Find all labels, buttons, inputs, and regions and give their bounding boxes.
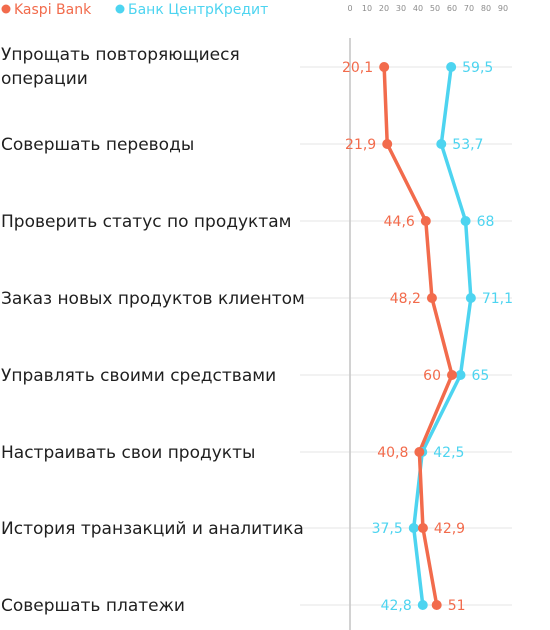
tick-label: 40 xyxy=(413,4,423,13)
tick-label: 50 xyxy=(430,4,440,13)
tick-label: 0 xyxy=(347,4,352,13)
legend-label: Банк ЦентрКредит xyxy=(128,2,268,18)
data-label: 40,8 xyxy=(377,445,408,461)
data-point xyxy=(431,600,442,610)
category-label: История транзакций и аналитика xyxy=(1,519,304,539)
data-label: 48,2 xyxy=(390,291,421,307)
data-label: 53,7 xyxy=(452,137,483,153)
data-point xyxy=(382,139,393,149)
tick-label: 30 xyxy=(396,4,406,13)
data-point xyxy=(460,216,471,226)
data-point xyxy=(408,523,419,533)
data-point xyxy=(436,139,447,149)
data-point xyxy=(447,370,457,380)
data-point xyxy=(414,447,425,457)
series-line xyxy=(412,65,473,607)
legend-marker-icon xyxy=(115,4,125,14)
data-point xyxy=(446,62,457,72)
category-label: операции xyxy=(1,69,88,89)
tick-label: 60 xyxy=(447,4,457,13)
data-point xyxy=(379,62,390,72)
category-label: Совершать переводы xyxy=(1,135,194,155)
data-point xyxy=(426,293,437,303)
category-label: Совершать платежи xyxy=(1,596,185,616)
data-label: 21,9 xyxy=(345,137,376,153)
data-label: 44,6 xyxy=(384,214,415,230)
data-label: 60 xyxy=(423,368,441,384)
data-label: 42,8 xyxy=(381,598,412,614)
tick-label: 70 xyxy=(464,4,474,13)
data-point xyxy=(420,216,431,226)
category-label: Управлять своими средствами xyxy=(1,366,276,386)
data-label: 68 xyxy=(477,214,495,230)
category-label: Заказ новых продуктов клиентом xyxy=(1,289,305,309)
data-point xyxy=(417,523,428,533)
data-label: 42,5 xyxy=(433,445,464,461)
data-label: 59,5 xyxy=(462,60,493,76)
tick-label: 80 xyxy=(481,4,491,13)
tick-label: 90 xyxy=(498,4,508,13)
data-point xyxy=(455,370,466,380)
data-label: 51 xyxy=(448,598,466,614)
data-point xyxy=(465,293,476,303)
data-label: 20,1 xyxy=(342,60,373,76)
data-label: 37,5 xyxy=(372,521,403,537)
data-point xyxy=(417,600,428,610)
category-label: Проверить статус по продуктам xyxy=(1,212,291,232)
tick-label: 20 xyxy=(379,4,389,13)
legend-label: Kaspi Bank xyxy=(14,2,92,18)
data-label: 65 xyxy=(472,368,490,384)
series-line xyxy=(382,65,454,607)
data-label: 42,9 xyxy=(434,521,465,537)
data-label: 71,1 xyxy=(482,291,513,307)
tick-label: 10 xyxy=(362,4,372,13)
category-label: Упрощать повторяющиеся xyxy=(1,45,240,65)
category-label: Настраивать свои продукты xyxy=(1,443,255,463)
legend-marker-icon xyxy=(1,4,11,14)
